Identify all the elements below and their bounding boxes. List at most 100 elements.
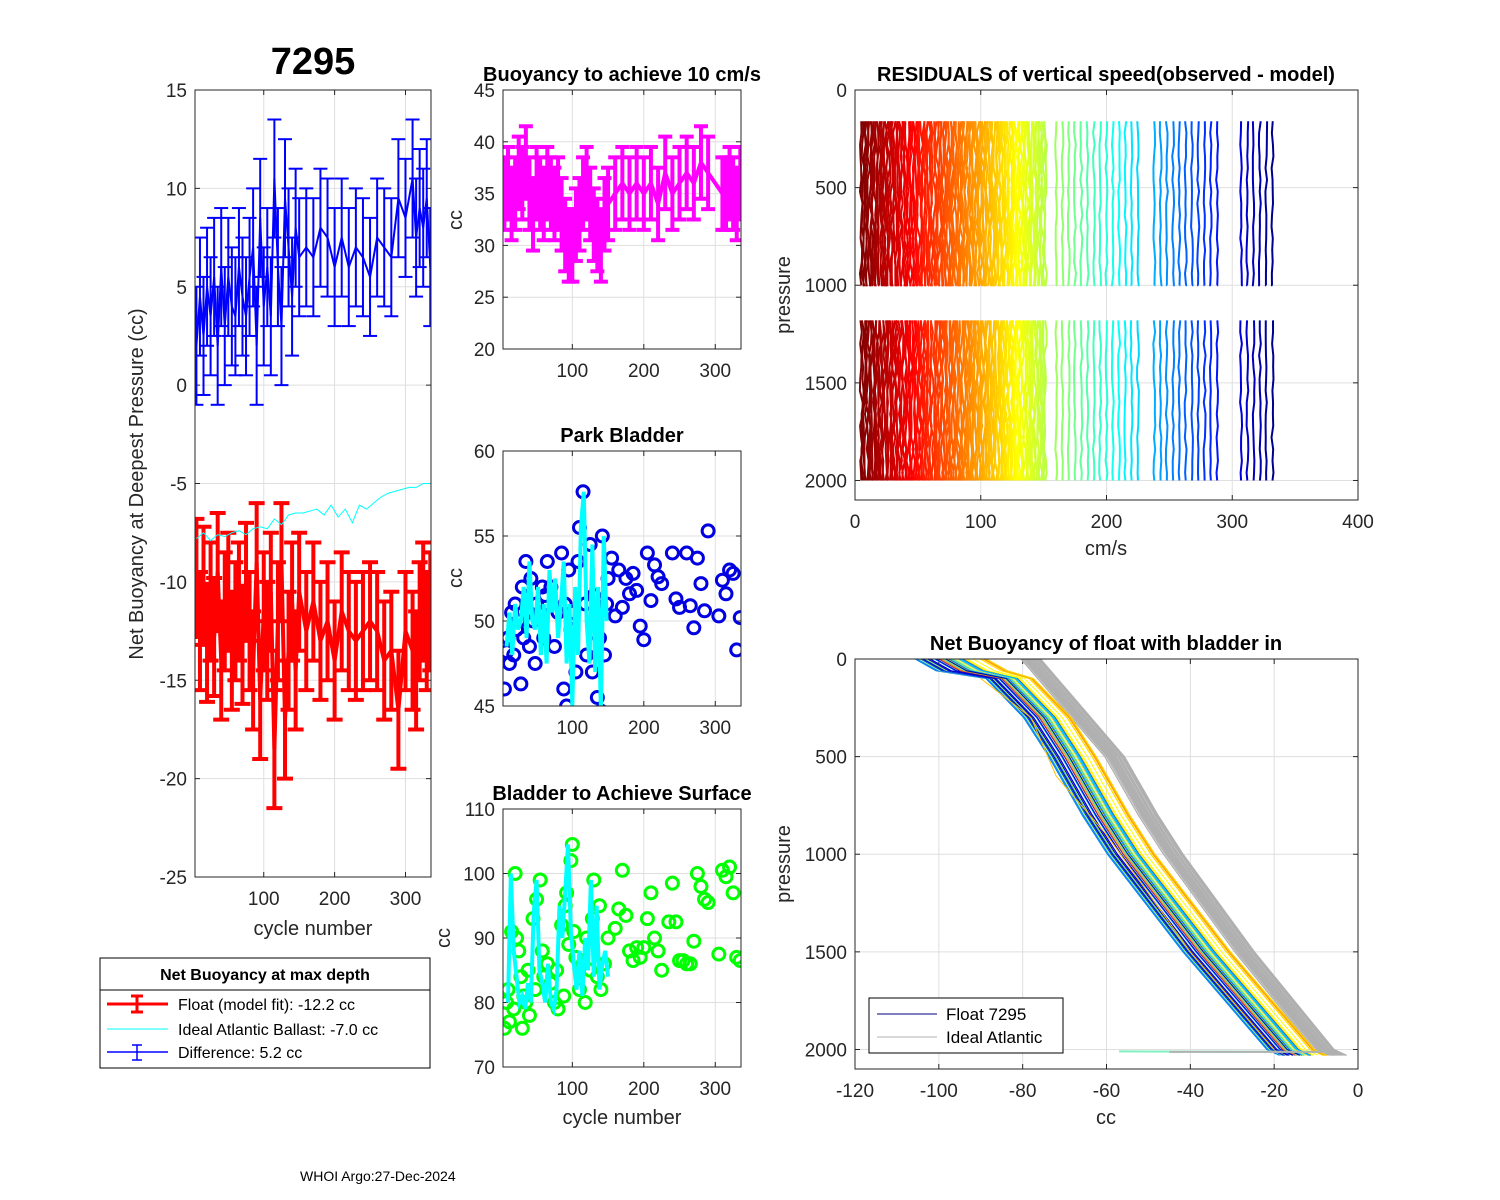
data-point [607,608,623,624]
y-tick-label: 110 [465,800,495,821]
y-tick-label: 50 [474,612,495,633]
axes-frame [854,658,1359,1070]
residual-profile [1190,320,1194,481]
residual-profile [1011,121,1016,287]
residual-profile [1015,320,1021,481]
residual-profile [966,121,972,287]
data-point [661,914,677,930]
residual-profile [1164,121,1169,287]
y-tick-label: 30 [474,236,495,257]
y-tick-label: 45 [474,697,495,718]
residual-profile [1009,320,1015,481]
y-tick-label: 60 [474,442,495,463]
data-point [513,676,529,692]
residual-profile [1054,320,1059,481]
data-point [571,982,587,998]
legend-label-ideal-atlantic: Ideal Atlantic [946,1028,1043,1047]
data-point [722,562,738,578]
legend-entry-ideal: Ideal Atlantic Ballast: -7.0 cc [107,1022,378,1039]
residual-profile [1038,121,1044,287]
data-point [682,598,698,614]
data-point [521,1007,537,1023]
residual-profile [860,320,866,481]
data-point [618,907,634,923]
y-tick-label: 10 [166,179,187,200]
residual-profile [1004,320,1010,481]
data-point [563,853,579,869]
ideal-atlantic-profile [1029,659,1337,1056]
x-tick-label: -80 [1009,1081,1036,1102]
residual-profile [866,320,872,481]
x-tick-label: 100 [556,361,588,382]
residual-profile [885,121,892,287]
residual-profile [977,121,982,287]
data-point [647,930,663,946]
residual-profile [1183,121,1188,287]
residual-profile [926,121,932,287]
ideal-atlantic-profile [1026,659,1334,1056]
x-tick-label: 300 [390,889,422,910]
residual-profile [992,121,997,287]
residual-profile [923,121,929,287]
residual-profile [876,121,882,287]
data-point [577,995,593,1010]
y-tick-label: 80 [474,994,495,1015]
residual-profile [1123,320,1127,481]
residual-profile [1196,320,1201,481]
data-point [729,642,741,658]
legend-label-float7295: Float 7295 [946,1005,1026,1024]
residual-profile [951,121,957,287]
residual-profile [1171,121,1176,287]
y-tick-label: 1500 [805,374,847,395]
residual-profile [896,121,901,287]
y-tick-label: 2000 [805,1040,847,1061]
data-point [503,681,512,697]
chart-title: Buoyancy to achieve 10 cm/s [483,64,761,86]
ideal-atlantic-profile [1020,659,1328,1056]
data-point [643,885,659,901]
y-axis-label: cc [433,928,455,948]
residual-profile [1196,121,1201,287]
data-point [506,1001,522,1017]
chart-title: RESIDUALS of vertical speed(observed - m… [877,64,1335,86]
data-point [686,933,702,949]
plot-data [503,836,741,1036]
residual-profile [1158,320,1163,481]
y-tick-label: -15 [160,671,187,692]
float-profile [935,659,1294,1056]
residual-profile [933,320,938,481]
x-tick-label: 200 [1091,512,1123,533]
legend-entry-difference: Difference: 5.2 cc [107,1044,302,1062]
y-tick-label: 35 [474,185,495,206]
residual-profile [1104,320,1109,481]
x-tick-label: 200 [628,361,660,382]
residual-profile [1017,320,1023,481]
residual-profile [1030,320,1036,481]
y-tick-label: -5 [170,475,187,496]
residual-profile [870,121,876,287]
residual-profile [860,121,866,287]
data-point [521,639,537,654]
ideal-atlantic-profile [1039,659,1346,1056]
residual-profile [872,121,878,287]
y-tick-label: 500 [815,748,847,769]
cyan-trend-line [506,844,611,1017]
legend-label-difference: Difference: 5.2 cc [178,1045,302,1062]
residual-profile [1251,121,1256,287]
float-profile [985,659,1327,1056]
residual-profile [891,320,897,481]
profile-legend: Float 7295 Ideal Atlantic [868,997,1064,1054]
plot-data [858,120,1275,481]
residual-profile [968,121,973,287]
y-tick-label: 100 [463,865,495,886]
x-tick-label: 100 [248,889,280,910]
residual-profile [943,121,949,287]
data-point [559,698,575,706]
data-point [600,930,616,946]
data-point [539,554,555,569]
residual-profile [886,320,891,481]
residual-profile [1110,121,1115,287]
data-point [639,911,655,927]
residual-profile [1098,320,1103,481]
residual-profile [1002,320,1008,481]
